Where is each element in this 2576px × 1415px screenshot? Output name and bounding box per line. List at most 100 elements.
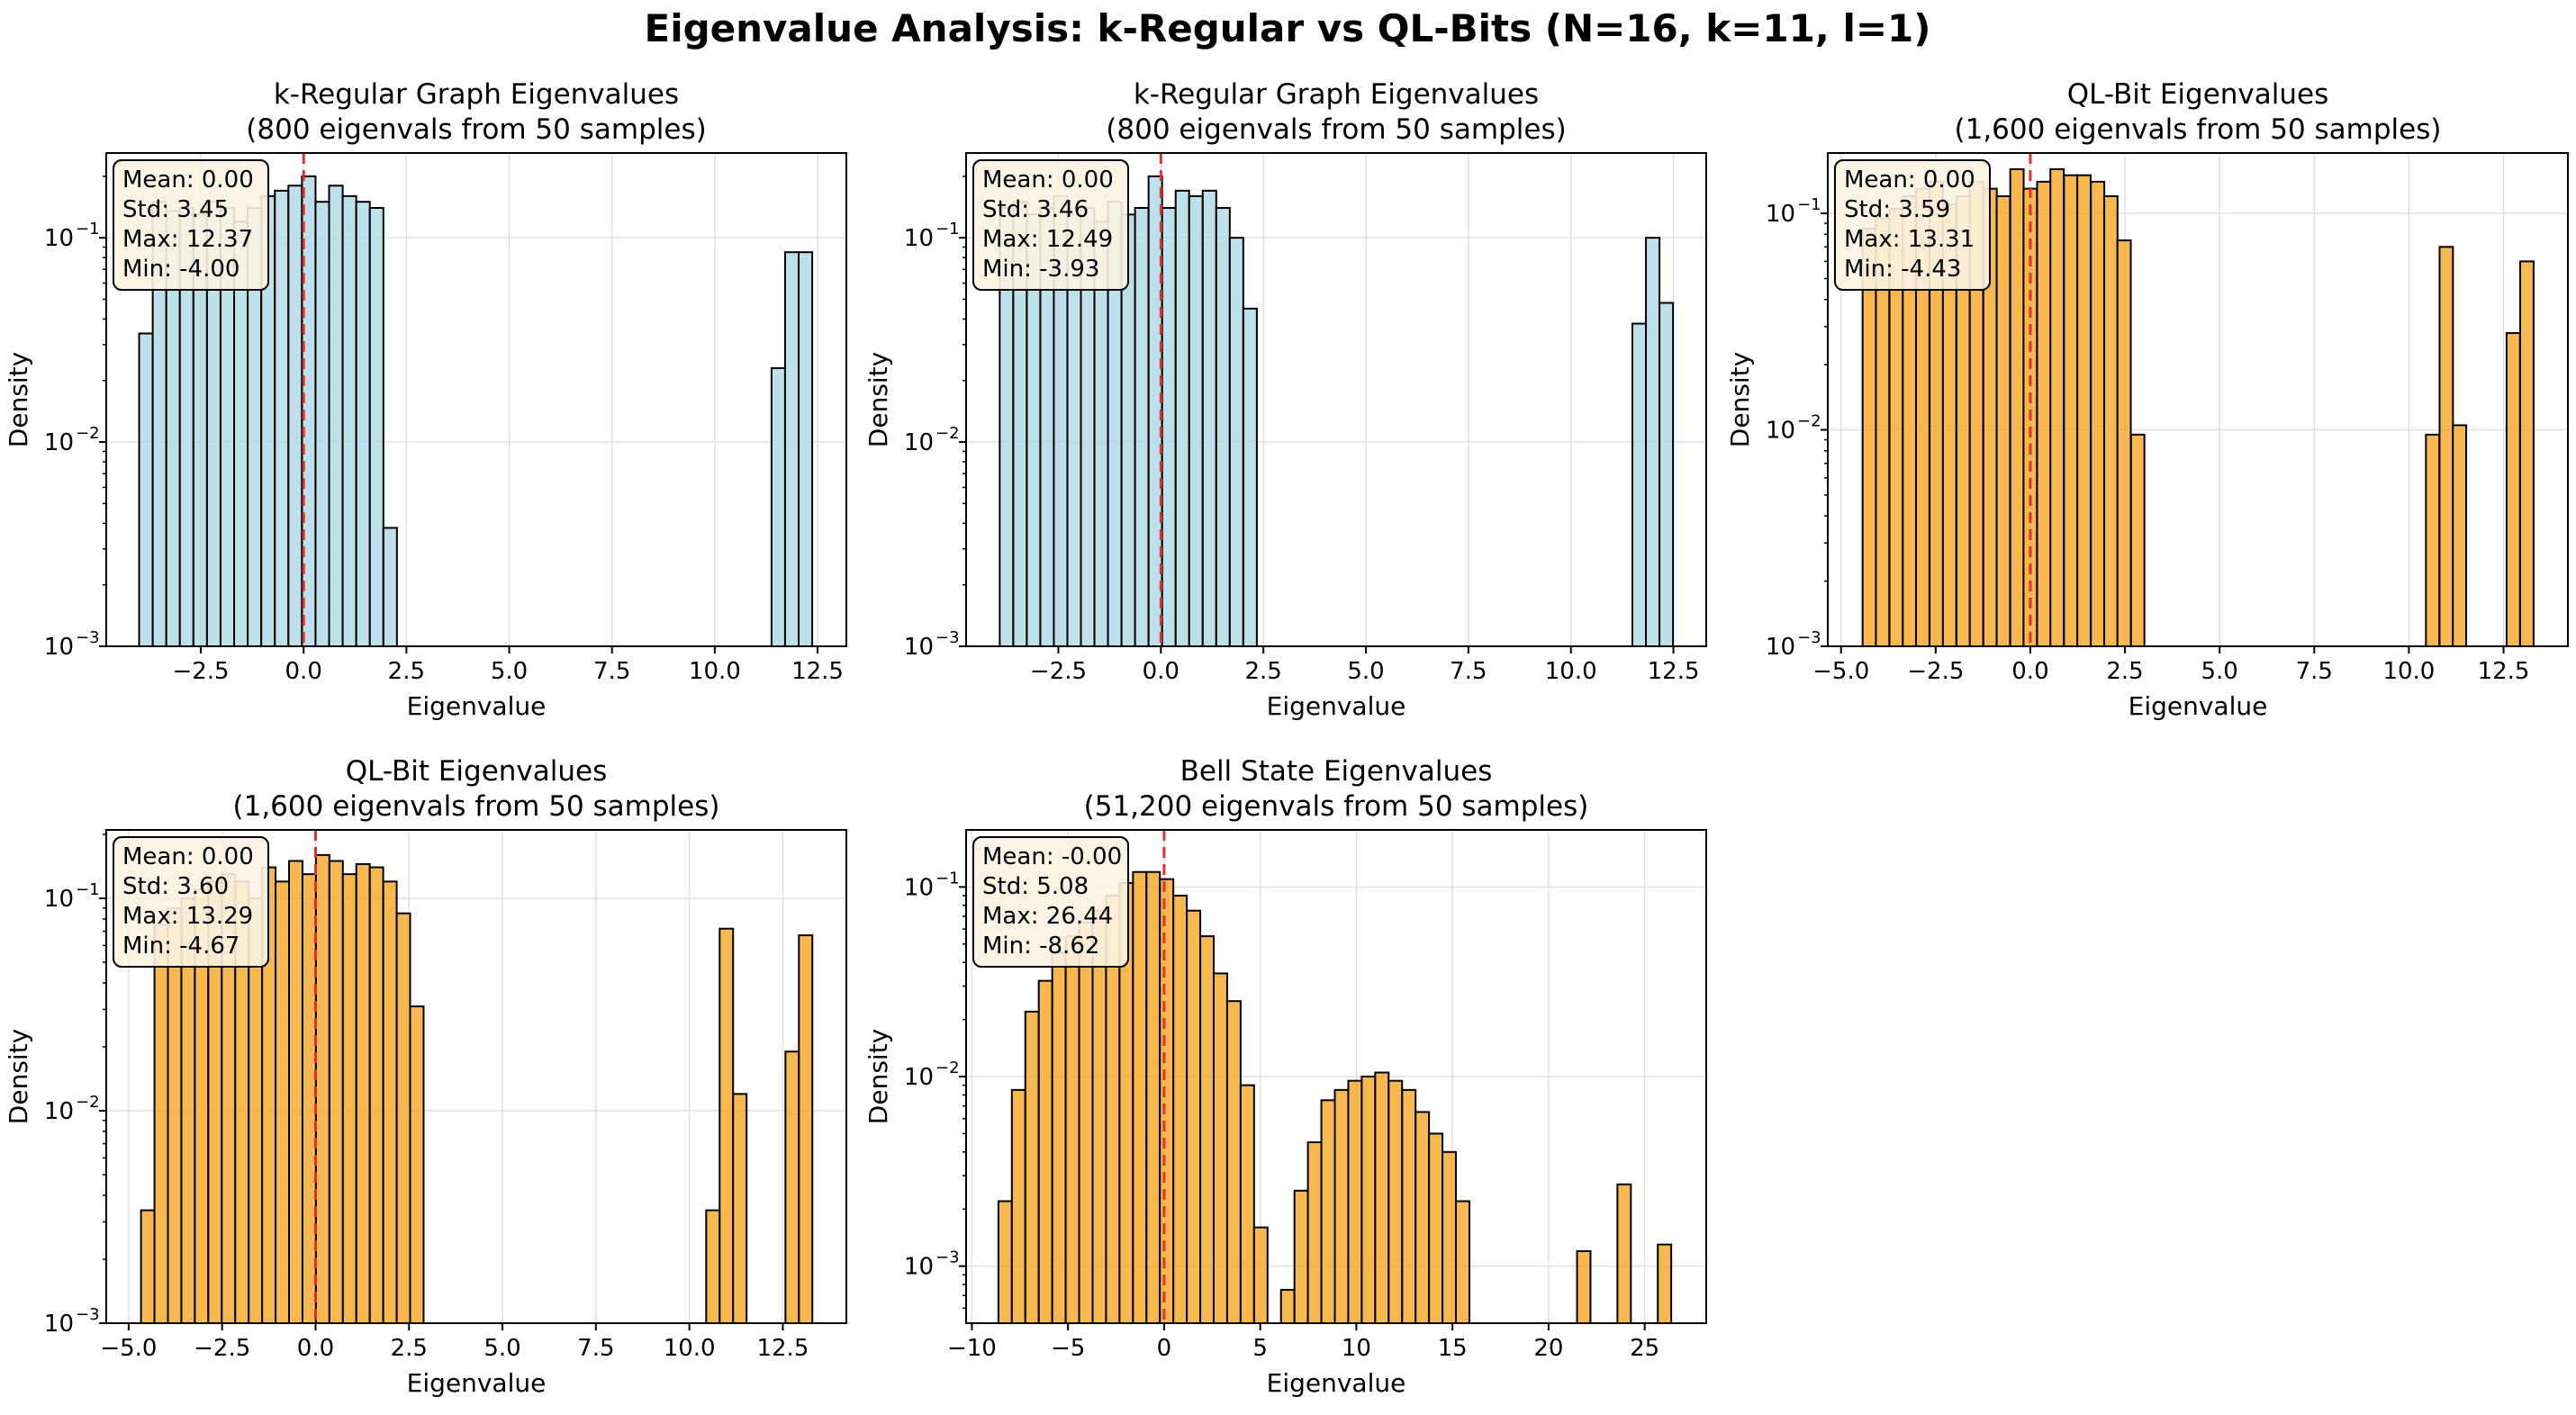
histogram-bar xyxy=(1225,1000,1242,1324)
y-tick-label: 10 xyxy=(904,874,934,901)
histogram-bar xyxy=(2452,424,2468,647)
histogram-bar xyxy=(1659,302,1675,647)
histogram-bar xyxy=(1401,1088,1417,1324)
x-tick-label: 10.0 xyxy=(1545,658,1597,685)
stats-line: Min: -4.67 xyxy=(122,933,240,960)
x-tick-label: 12.5 xyxy=(2478,658,2530,685)
y-tick-label: 10 xyxy=(44,1311,74,1338)
stats-line: Max: 12.37 xyxy=(122,226,253,253)
histogram-bar xyxy=(798,251,814,647)
histogram-bar xyxy=(2090,180,2106,647)
x-tick-label: 5.0 xyxy=(1347,658,1384,685)
histogram-bar xyxy=(997,1200,1013,1324)
y-tick-exponent: −1 xyxy=(1797,195,1821,214)
stats-line: Mean: 0.00 xyxy=(1844,167,1975,194)
histogram-bar xyxy=(1657,1243,1673,1324)
y-tick-label: 10 xyxy=(44,634,74,661)
histogram-bar xyxy=(2129,433,2146,647)
x-tick-label: −2.5 xyxy=(194,1335,250,1362)
x-tick-label: −5.0 xyxy=(1812,658,1869,685)
histogram-bar xyxy=(1645,237,1661,647)
x-tick-label: 0.0 xyxy=(285,658,322,685)
histogram-bar xyxy=(1279,1288,1296,1325)
axes-frame xyxy=(1827,152,2569,647)
x-tick-label: 25 xyxy=(1630,1335,1659,1362)
axes-frame xyxy=(105,829,847,1324)
x-tick-label: 12.5 xyxy=(756,1335,809,1362)
histogram-bar xyxy=(1212,972,1228,1324)
histogram-bar xyxy=(705,1209,721,1324)
histogram-bar xyxy=(2063,174,2079,647)
y-tick-exponent: −2 xyxy=(935,424,960,443)
y-tick-exponent: −3 xyxy=(1797,628,1821,647)
subplot-subtitle: (800 eigenvals from 50 samples) xyxy=(1106,113,1566,146)
subplot-title: QL-Bit Eigenvalues xyxy=(346,755,608,788)
stats-box xyxy=(972,836,1129,968)
histogram-bar xyxy=(1360,1076,1377,1324)
histogram-bar xyxy=(770,366,786,647)
histogram-bar xyxy=(288,860,303,1324)
stats-box xyxy=(1834,159,1991,291)
histogram-bar xyxy=(719,927,735,1324)
y-tick-exponent: −2 xyxy=(935,1059,960,1077)
histogram-bar xyxy=(355,862,371,1324)
histogram-bar xyxy=(1306,1141,1323,1325)
histogram-bar xyxy=(1010,1088,1026,1324)
histogram-bar xyxy=(1252,1226,1269,1325)
x-tick-label: 5 xyxy=(1252,1335,1268,1362)
stats-line: Std: 3.45 xyxy=(122,196,229,223)
histogram-bar xyxy=(1576,1249,1592,1325)
y-tick-label: 10 xyxy=(1766,634,1795,661)
histogram-bar xyxy=(1024,1010,1040,1325)
stats-line: Max: 13.31 xyxy=(1844,226,1975,253)
stats-line: Std: 3.46 xyxy=(982,196,1089,223)
histogram-bar xyxy=(1188,194,1204,647)
x-axis-label: Eigenvalue xyxy=(407,1368,547,1398)
histogram-bar xyxy=(355,201,371,648)
y-tick-exponent: −3 xyxy=(76,628,100,647)
x-tick-label: 0.0 xyxy=(297,1335,334,1362)
y-tick-exponent: −1 xyxy=(935,869,960,888)
x-tick-label: 2.5 xyxy=(391,1335,428,1362)
histogram-bar xyxy=(1995,194,2011,647)
subplot-subtitle: (51,200 eigenvals from 50 samples) xyxy=(1084,790,1589,823)
y-tick-label: 10 xyxy=(44,429,74,456)
histogram-bar xyxy=(2036,180,2052,647)
histogram-bar xyxy=(2438,246,2454,647)
histogram-bar xyxy=(1172,895,1189,1324)
histogram-bar xyxy=(1374,1071,1390,1324)
subplot-title: Bell State Eigenvalues xyxy=(1180,755,1493,788)
subplot-title: QL-Bit Eigenvalues xyxy=(2067,78,2329,111)
histogram-bar xyxy=(275,880,291,1325)
x-tick-label: 10 xyxy=(1342,1335,1371,1362)
stats-line: Mean: 0.00 xyxy=(122,843,254,870)
y-tick-label: 10 xyxy=(44,886,74,913)
y-tick-exponent: −2 xyxy=(76,1093,100,1112)
x-tick-label: 12.5 xyxy=(1648,658,1700,685)
histogram-bar xyxy=(1415,1111,1431,1324)
y-tick-label: 10 xyxy=(1766,201,1795,228)
x-tick-label: 0.0 xyxy=(2011,658,2048,685)
x-tick-label: −10 xyxy=(947,1335,997,1362)
stats-line: Max: 12.49 xyxy=(982,226,1113,253)
histogram-bar xyxy=(328,860,344,1324)
stats-box xyxy=(113,836,269,968)
histogram-bar xyxy=(314,201,330,648)
histogram-bar xyxy=(274,189,290,647)
histogram-bar xyxy=(1239,1084,1255,1324)
x-tick-label: 7.5 xyxy=(577,1335,614,1362)
x-tick-label: 20 xyxy=(1533,1335,1563,1362)
subplot-4: −5.0 −2.5 0.0 2.5 5.0 7.5 10.0 12.510−310−210−1… xyxy=(4,755,847,1398)
histogram-bar xyxy=(1861,228,1877,647)
histogram-bar xyxy=(140,1209,156,1324)
stats-line: Mean: 0.00 xyxy=(122,167,254,194)
x-tick-label: 7.5 xyxy=(2296,658,2333,685)
y-tick-exponent: −3 xyxy=(935,628,960,647)
histogram-bar xyxy=(328,185,344,648)
histogram-bar xyxy=(1442,1150,1458,1325)
x-axis-label: Eigenvalue xyxy=(407,691,547,721)
axes-frame xyxy=(105,152,847,647)
histogram-bar xyxy=(1631,322,1648,647)
